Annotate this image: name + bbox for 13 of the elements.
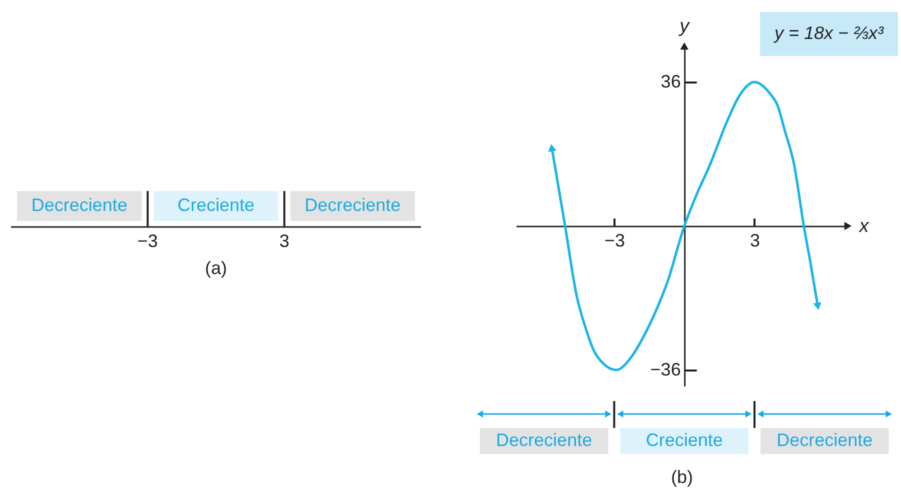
y-tick-label: −36	[650, 360, 681, 380]
y-tick-label: 36	[660, 72, 681, 92]
text: Decreciente	[776, 430, 873, 450]
text: Decreciente	[496, 430, 592, 450]
text: (b)	[671, 467, 693, 487]
text: Creciente	[646, 430, 723, 450]
x-axis-title: x	[858, 216, 870, 237]
text: Creciente	[177, 195, 255, 215]
y-axis-title: y	[678, 16, 691, 37]
text: Decreciente	[31, 195, 128, 215]
text: y = 18x − ⅔x³	[772, 23, 885, 43]
text: (a)	[205, 258, 227, 278]
text: Decreciente	[304, 195, 401, 215]
